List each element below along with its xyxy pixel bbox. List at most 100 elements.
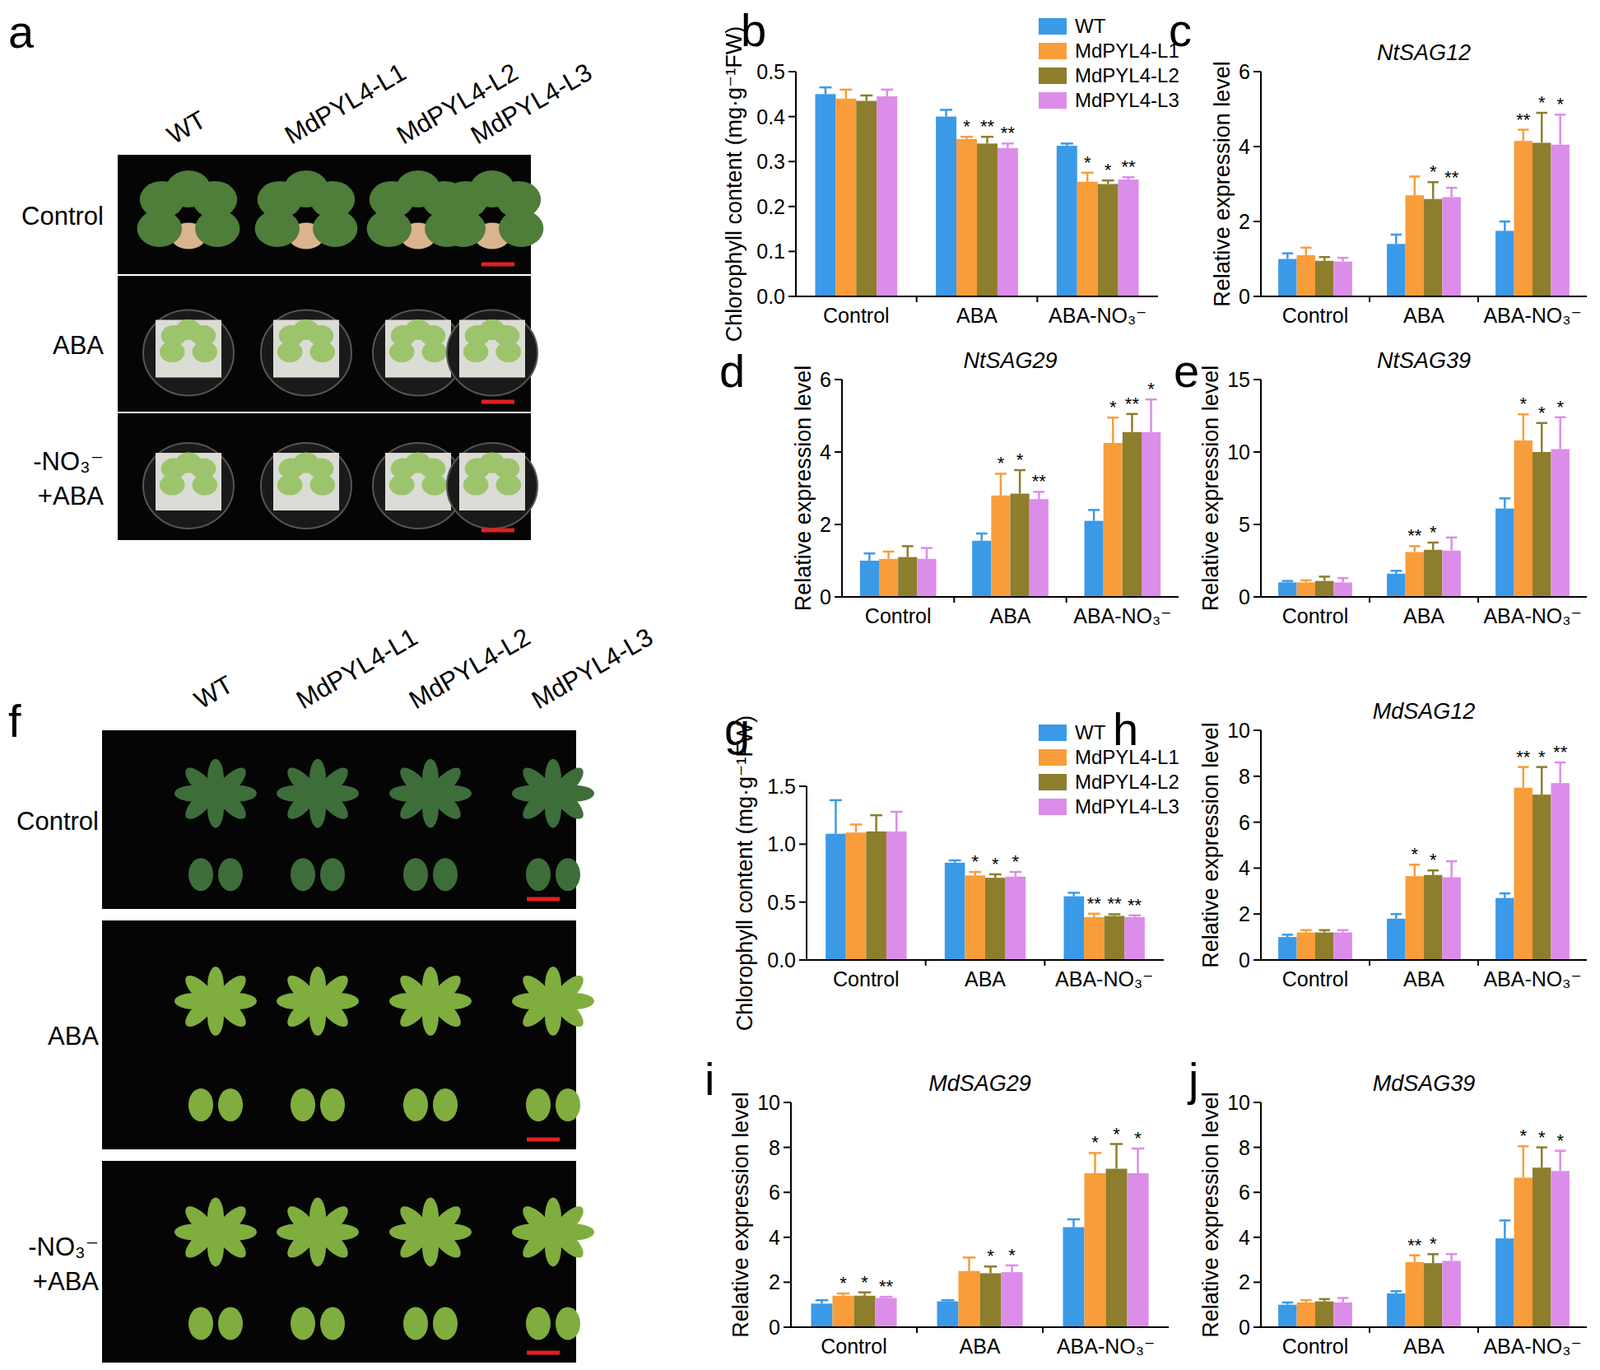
bar <box>1063 896 1084 960</box>
error-bar <box>1131 1148 1145 1173</box>
detached-leaf <box>432 857 458 891</box>
y-tick-label: 8 <box>1238 1135 1251 1159</box>
leaf <box>176 451 202 473</box>
leaf <box>498 209 544 247</box>
error-stem <box>1540 423 1544 452</box>
error-bar <box>1554 762 1566 783</box>
bar <box>875 1297 898 1327</box>
x-tick <box>916 296 918 303</box>
error-stem <box>1558 1150 1562 1172</box>
significance: * <box>1519 1125 1527 1146</box>
x-axis <box>790 1325 1169 1328</box>
error-stem <box>834 800 838 834</box>
scale-bar <box>526 1350 560 1355</box>
detached-leaf <box>188 1088 214 1121</box>
legend: WTMdPYL4-L1MdPYL4-L2MdPYL4-L3 <box>1038 14 1180 112</box>
bar <box>1297 1302 1316 1327</box>
y-tick-label: 6 <box>1238 810 1251 834</box>
error-stem <box>1432 181 1435 199</box>
detached-leaf <box>525 1306 551 1340</box>
leaf <box>496 474 522 495</box>
significance: ** <box>1516 109 1531 131</box>
bar <box>855 100 877 297</box>
photo <box>117 154 544 540</box>
significance: * <box>1429 1232 1438 1254</box>
row-label: -NO₃⁻ <box>27 1232 99 1261</box>
bar <box>1441 877 1461 960</box>
error-cap <box>1390 1289 1402 1293</box>
legend-label: MdPYL4-L1 <box>1074 39 1180 62</box>
significance: * <box>1538 402 1546 424</box>
y-tick <box>1253 1236 1261 1238</box>
error-bar <box>829 800 842 834</box>
y-axis <box>1260 379 1262 597</box>
scale-bar <box>526 1137 560 1142</box>
error-stem <box>1149 399 1153 433</box>
annotations: ********* <box>971 851 1142 916</box>
y-tick-label: 0 <box>1238 1315 1251 1339</box>
error-bar <box>1282 1302 1294 1305</box>
row-label: Control <box>21 201 104 231</box>
y-tick <box>788 116 796 118</box>
bar <box>1514 440 1533 597</box>
error-bar <box>1446 537 1457 551</box>
error-bar <box>1554 417 1566 450</box>
y-tick <box>799 901 807 903</box>
leaf <box>425 762 466 803</box>
bars <box>860 399 1161 597</box>
bar <box>860 560 880 597</box>
leaf <box>255 209 300 247</box>
chart-title: MdSAG12 <box>1372 698 1476 724</box>
error-stem <box>1115 1144 1118 1169</box>
error-cap <box>1318 575 1330 578</box>
bar <box>1062 1227 1084 1327</box>
paper <box>385 452 452 511</box>
x-tick <box>1036 296 1038 303</box>
bar <box>1097 184 1119 298</box>
error-bar <box>1125 413 1138 433</box>
legend-swatch <box>1038 67 1067 84</box>
error-bar <box>890 811 903 832</box>
bar <box>876 96 898 297</box>
y-tick-label: 10 <box>1227 1090 1251 1114</box>
error-bar <box>869 814 883 832</box>
error-bar <box>981 136 994 144</box>
error-bar <box>1088 913 1101 917</box>
bar <box>1532 451 1551 597</box>
leaf <box>405 451 432 473</box>
significance: * <box>1109 396 1117 418</box>
y-axis-label: Relative expression level <box>790 365 816 612</box>
detached-leaf <box>320 1088 345 1121</box>
photo <box>102 730 595 1363</box>
significance: * <box>1556 396 1564 418</box>
error-stem <box>1558 762 1562 783</box>
legend-label: MdPYL4-L2 <box>1074 64 1180 87</box>
leaf <box>137 209 182 247</box>
error-bar <box>1517 767 1529 788</box>
paper <box>273 320 340 378</box>
error-bar <box>1390 234 1402 244</box>
y-tick <box>1253 451 1261 453</box>
photo-background <box>117 275 531 412</box>
significance: ** <box>1106 893 1122 914</box>
error-stem <box>1558 417 1562 450</box>
error-stem <box>980 533 983 541</box>
error-bar <box>1446 1253 1457 1261</box>
significance: * <box>1147 378 1155 400</box>
detached-leaf <box>525 857 551 891</box>
annotations: ******* <box>1410 741 1568 870</box>
y-axis-label: Relative expression level <box>728 1091 754 1338</box>
figure: aWTMdPYL4-L1MdPYL4-L2MdPYL4-L3ControlABA… <box>0 0 1600 1370</box>
legend-swatch <box>1038 18 1067 35</box>
leaf <box>395 170 441 208</box>
detached-leaf <box>320 1306 345 1340</box>
error-bar <box>1122 176 1135 180</box>
bar <box>1386 918 1405 960</box>
error-bar <box>1427 869 1438 875</box>
error-stem <box>1413 176 1417 196</box>
error-cap <box>883 550 895 554</box>
bar <box>1333 261 1352 297</box>
leaf <box>367 209 412 247</box>
bar <box>1333 581 1352 597</box>
panel-letter: d <box>719 344 745 397</box>
